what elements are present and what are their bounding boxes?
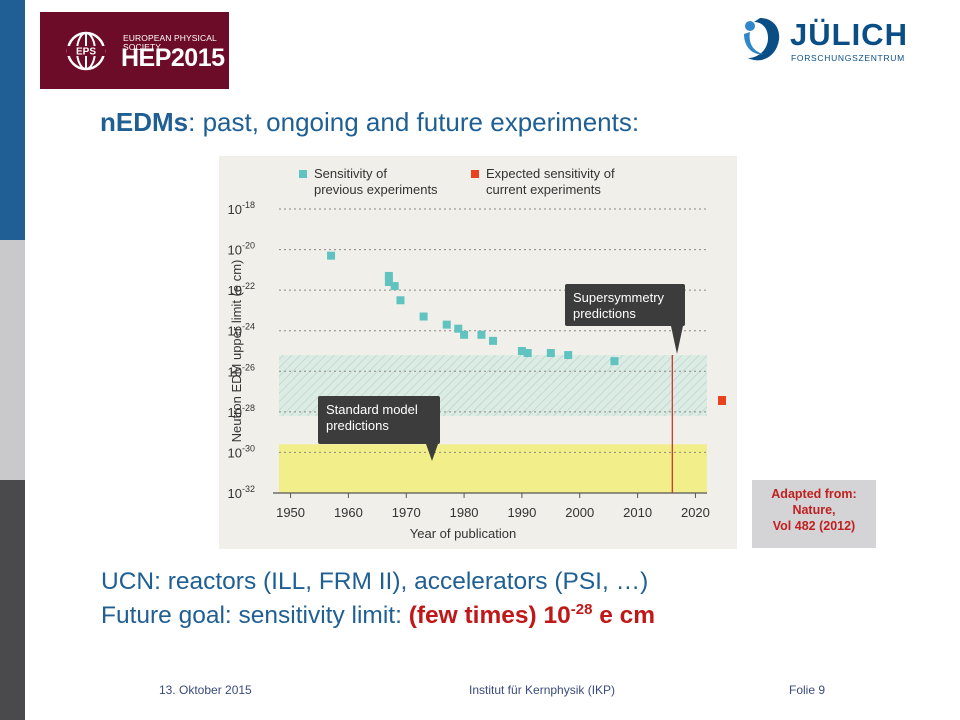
x-tick-label: 1950 bbox=[276, 505, 305, 520]
goal-unit: e cm bbox=[592, 602, 656, 629]
x-tick-label: 1980 bbox=[450, 505, 479, 520]
susy-callout-label: predictions bbox=[573, 306, 636, 321]
susy-callout-box bbox=[565, 284, 685, 326]
accent-bar-dark bbox=[0, 480, 25, 720]
data-point bbox=[384, 271, 393, 280]
source-note-line1: Adapted from: bbox=[771, 487, 857, 501]
legend-marker bbox=[299, 170, 307, 178]
slide-title-bold: nEDMs bbox=[100, 107, 189, 137]
data-point bbox=[610, 357, 619, 366]
x-tick-label: 2020 bbox=[681, 505, 710, 520]
sm-callout-pointer bbox=[426, 444, 438, 461]
data-point bbox=[396, 296, 405, 305]
bullet-goal-text: Future goal: sensitivity limit: bbox=[101, 602, 409, 629]
data-point bbox=[419, 312, 428, 321]
sm-region bbox=[279, 444, 707, 493]
legend-label: Expected sensitivity of bbox=[486, 166, 615, 181]
x-tick-label: 1960 bbox=[334, 505, 363, 520]
data-point bbox=[390, 282, 399, 291]
y-tick-label: 10-22 bbox=[228, 281, 255, 298]
x-axis-label: Year of publication bbox=[410, 526, 517, 541]
slide-title-rest: : past, ongoing and future experiments: bbox=[188, 107, 640, 137]
nedm-chart: 10-18 10-20 10-22 10-24 10-26 10-28 10-30 10-32… bbox=[219, 156, 737, 549]
data-point bbox=[442, 320, 451, 329]
data-point bbox=[477, 330, 486, 339]
nedm-chart-svg: 10-18 10-20 10-22 10-24 10-26 10-28 10-30 10-32… bbox=[228, 166, 710, 541]
legend-label: current experiments bbox=[486, 182, 601, 197]
expected-sensitivity-marker bbox=[718, 396, 726, 405]
y-tick-label: 10-28 bbox=[228, 403, 255, 420]
legend-label: Sensitivity of bbox=[314, 166, 387, 181]
accent-bar-blue bbox=[0, 0, 25, 240]
eps-emblem-text: EPS bbox=[76, 47, 96, 58]
goal-exponent: -28 bbox=[570, 600, 593, 618]
slide-title: nEDMs: past, ongoing and future experime… bbox=[100, 106, 639, 138]
y-tick-label: 10-30 bbox=[228, 443, 255, 460]
sm-callout-label: Standard model bbox=[326, 402, 418, 417]
data-point bbox=[460, 330, 469, 339]
y-tick-label: 10-32 bbox=[228, 484, 255, 501]
bullet-item-ucn: UCN: reactors (ILL, FRM II), accelerator… bbox=[101, 565, 655, 599]
bullet-list: UCN: reactors (ILL, FRM II), accelerator… bbox=[101, 565, 655, 633]
legend-label: previous experiments bbox=[314, 182, 438, 197]
sm-callout-box bbox=[318, 396, 440, 444]
source-note-line2: Nature, bbox=[792, 503, 836, 517]
eps-org-name: EUROPEAN PHYSICAL SOCIETY bbox=[123, 33, 217, 52]
data-point bbox=[454, 324, 463, 333]
source-note-line3: Vol 482 (2012) bbox=[772, 519, 856, 533]
goal-highlight: (few times) 10-28 e cm bbox=[409, 602, 655, 629]
y-tick-label: 10-18 bbox=[228, 200, 255, 217]
data-point bbox=[546, 349, 555, 358]
goal-value: (few times) 10 bbox=[408, 602, 571, 629]
eps-globe-icon: EPS bbox=[66, 31, 106, 71]
footer-institute: Institut für Kernphysik (IKP) bbox=[469, 683, 616, 697]
bullet-item-goal: Future goal: sensitivity limit: (few tim… bbox=[101, 599, 655, 633]
juelich-name: JÜLICH bbox=[790, 17, 908, 52]
y-tick-label: 10-26 bbox=[228, 362, 255, 379]
data-point bbox=[564, 351, 573, 360]
bullet-ucn-text: UCN: reactors (ILL, FRM II), accelerator… bbox=[101, 568, 649, 595]
juelich-logo: JÜLICH FORSCHUNGSZENTRUM bbox=[738, 14, 928, 70]
data-point bbox=[523, 349, 532, 358]
accent-bar-gray bbox=[0, 240, 25, 480]
footer-page-number: Folie 9 bbox=[789, 683, 826, 697]
footer-date: 13. Oktober 2015 bbox=[159, 683, 252, 697]
y-tick-label: 10-20 bbox=[228, 241, 255, 258]
data-point bbox=[327, 251, 336, 260]
juelich-subtitle: FORSCHUNGSZENTRUM bbox=[791, 53, 905, 63]
sm-callout-label: predictions bbox=[326, 418, 389, 433]
hep2015-logo: EPS EUROPEAN PHYSICAL SOCIETY HEP2015 bbox=[40, 12, 229, 89]
source-note: Adapted from: Nature, Vol 482 (2012) bbox=[752, 480, 876, 548]
x-tick-label: 2010 bbox=[623, 505, 652, 520]
data-point bbox=[489, 336, 497, 345]
y-tick-label: 10-24 bbox=[228, 322, 255, 339]
susy-callout-pointer bbox=[671, 326, 683, 354]
x-tick-label: 1970 bbox=[392, 505, 421, 520]
legend-marker bbox=[471, 170, 479, 178]
data-point bbox=[517, 347, 526, 355]
juelich-emblem-icon bbox=[744, 18, 780, 61]
susy-callout-label: Supersymmetry bbox=[573, 290, 665, 305]
x-tick-label: 2000 bbox=[565, 505, 594, 520]
conference-name: HEP2015 bbox=[121, 44, 225, 72]
data-point bbox=[384, 278, 393, 287]
y-axis-label: Neutron EDM upper limit (e cm) bbox=[229, 260, 244, 443]
x-tick-label: 1990 bbox=[507, 505, 536, 520]
